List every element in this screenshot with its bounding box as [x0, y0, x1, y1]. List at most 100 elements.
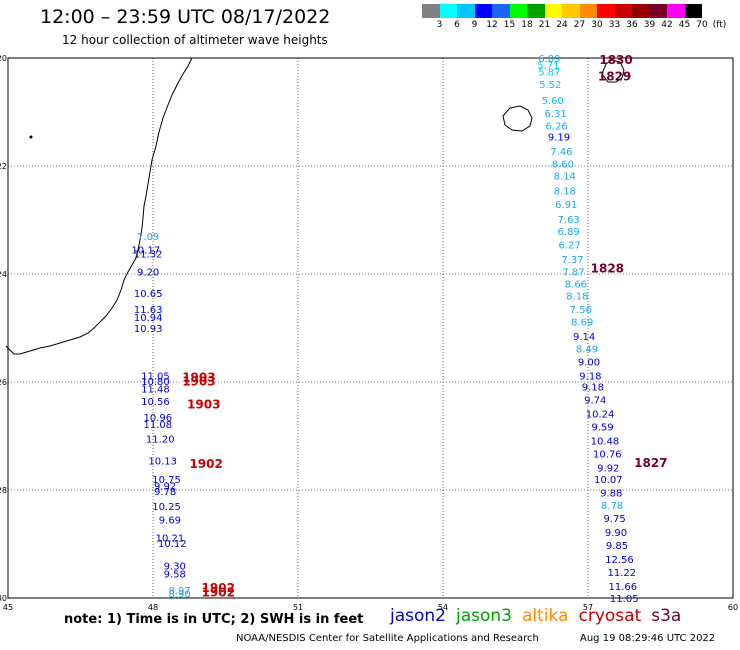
legend-label: 24 [556, 20, 568, 30]
pass-time-label: 1830 [599, 53, 632, 67]
mission-legend: jason2 jason3 altika cryosat s3a [390, 606, 691, 626]
pass-time-label: 1902 [202, 586, 235, 600]
legend-swatch [632, 4, 650, 18]
swh-value: 6.09 [538, 54, 560, 65]
swh-value: 10.65 [134, 289, 163, 300]
x-axis-labels: 45 48 51 54 57 60 [3, 603, 738, 612]
swh-value: 9.85 [606, 541, 628, 552]
swh-value: 11.32 [134, 249, 163, 260]
legend-label: 12 [486, 20, 498, 30]
swh-value: 11.63 [134, 305, 163, 316]
legend-swatch [422, 4, 440, 18]
x-tick-label: 54 [438, 603, 448, 612]
swh-value: 6.27 [559, 240, 581, 251]
swh-value: 10.07 [594, 475, 623, 486]
legend-label: 27 [573, 20, 586, 30]
swh-value: 6.91 [555, 200, 577, 211]
swh-value: 9.90 [605, 528, 627, 539]
pass-time-label: 1903 [182, 371, 215, 385]
x-tick-label: 45 [3, 603, 13, 612]
legend-label: 30 [591, 20, 603, 30]
legend-label: 70 [696, 20, 708, 30]
swh-value: 10.17 [131, 246, 160, 257]
swh-value: 9.18 [582, 382, 604, 393]
small-island [29, 135, 33, 139]
swh-value: 10.21 [156, 534, 185, 545]
swh-value: 9.18 [579, 372, 601, 383]
swh-value: 5.52 [539, 80, 561, 91]
mission-altika: altika [522, 606, 569, 626]
legend-label: 15 [503, 20, 516, 30]
pass-time-label: 1902 [202, 581, 235, 595]
legend-swatch [474, 4, 492, 18]
swh-value: 8.90 [168, 590, 190, 601]
swh-value: 8.66 [565, 280, 587, 291]
swh-value: 11.48 [141, 384, 170, 395]
legend-label: 33 [608, 20, 621, 30]
swh-value: 10.12 [158, 539, 187, 550]
legend-swatch [667, 4, 685, 18]
swh-value: 10.96 [144, 413, 173, 424]
mission-jason2: jason2 [390, 606, 446, 626]
legend-label: 18 [521, 20, 533, 30]
swh-value: 8.97 [168, 586, 190, 597]
legend-swatch [439, 4, 457, 18]
legend-swatch [544, 4, 562, 18]
mission-s3a: s3a [651, 606, 682, 626]
swh-value: 10.25 [152, 502, 181, 513]
swh-value: 8.49 [576, 345, 598, 356]
swh-value: 11.20 [146, 435, 175, 446]
legend-label: 45 [678, 20, 691, 30]
y-tick-label: -28 [0, 486, 7, 495]
swh-value: 9.00 [578, 357, 600, 368]
x-tick-label: 60 [728, 603, 738, 612]
swh-value: 9.75 [603, 514, 625, 525]
generation-timestamp: Aug 19 08:29:46 UTC 2022 [580, 633, 716, 644]
swh-value: 9.92 [597, 463, 619, 474]
swh-value: 9.19 [548, 132, 570, 143]
legend-label: (ft) [712, 20, 727, 30]
swh-value: 9.69 [159, 516, 181, 527]
swh-value: 9.58 [164, 570, 186, 581]
legend-swatch [509, 4, 527, 18]
legend-label: 39 [643, 20, 656, 30]
mauritius-island [601, 59, 625, 83]
y-tick-label: -30 [0, 594, 7, 603]
swh-value: 11.05 [610, 594, 639, 605]
swh-value: 9.59 [591, 422, 613, 433]
pass-time-label: 1903 [187, 398, 220, 412]
legend-swatch [597, 4, 615, 18]
swh-value: 6.89 [558, 227, 580, 238]
map-title: 12:00 – 23:59 UTC 08/17/2022 [40, 6, 331, 28]
pass-time-label: 1902 [189, 457, 222, 471]
swh-value: 11.66 [608, 582, 637, 593]
swh-value: 5.71 [537, 60, 559, 71]
legend-swatch [649, 4, 667, 18]
legend-swatch [492, 4, 510, 18]
pass-time-label: 1828 [591, 262, 624, 276]
madagascar-coastline [5, 57, 193, 355]
swh-value: 8.60 [552, 159, 574, 170]
y-tick-label: -26 [0, 378, 7, 387]
swh-value: 7.09 [137, 232, 159, 243]
reunion-island [502, 105, 533, 132]
swh-value: 7.63 [558, 215, 580, 226]
swh-value: 11.05 [141, 372, 170, 383]
y-tick-label: -24 [0, 270, 7, 279]
swh-value: 8.18 [554, 186, 576, 197]
swh-value: 10.24 [586, 409, 615, 420]
swh-values: 6.095.715.875.52 5.60 6.31 6.269.19 7.468.60… [131, 54, 638, 605]
x-tick-label: 51 [293, 603, 303, 612]
swh-value: 10.94 [134, 313, 163, 324]
legend-label: 3 [436, 20, 443, 30]
color-legend [422, 4, 702, 18]
pass-time-label: 1903 [182, 374, 215, 388]
mission-jason3: jason3 [456, 606, 512, 626]
swh-value: 10.56 [141, 397, 170, 408]
swh-value: 11.08 [144, 420, 173, 431]
swh-value: 9.78 [154, 487, 176, 498]
swh-value: 5.87 [538, 68, 560, 79]
legend-swatch [614, 4, 632, 18]
swh-value: 10.13 [148, 456, 177, 467]
